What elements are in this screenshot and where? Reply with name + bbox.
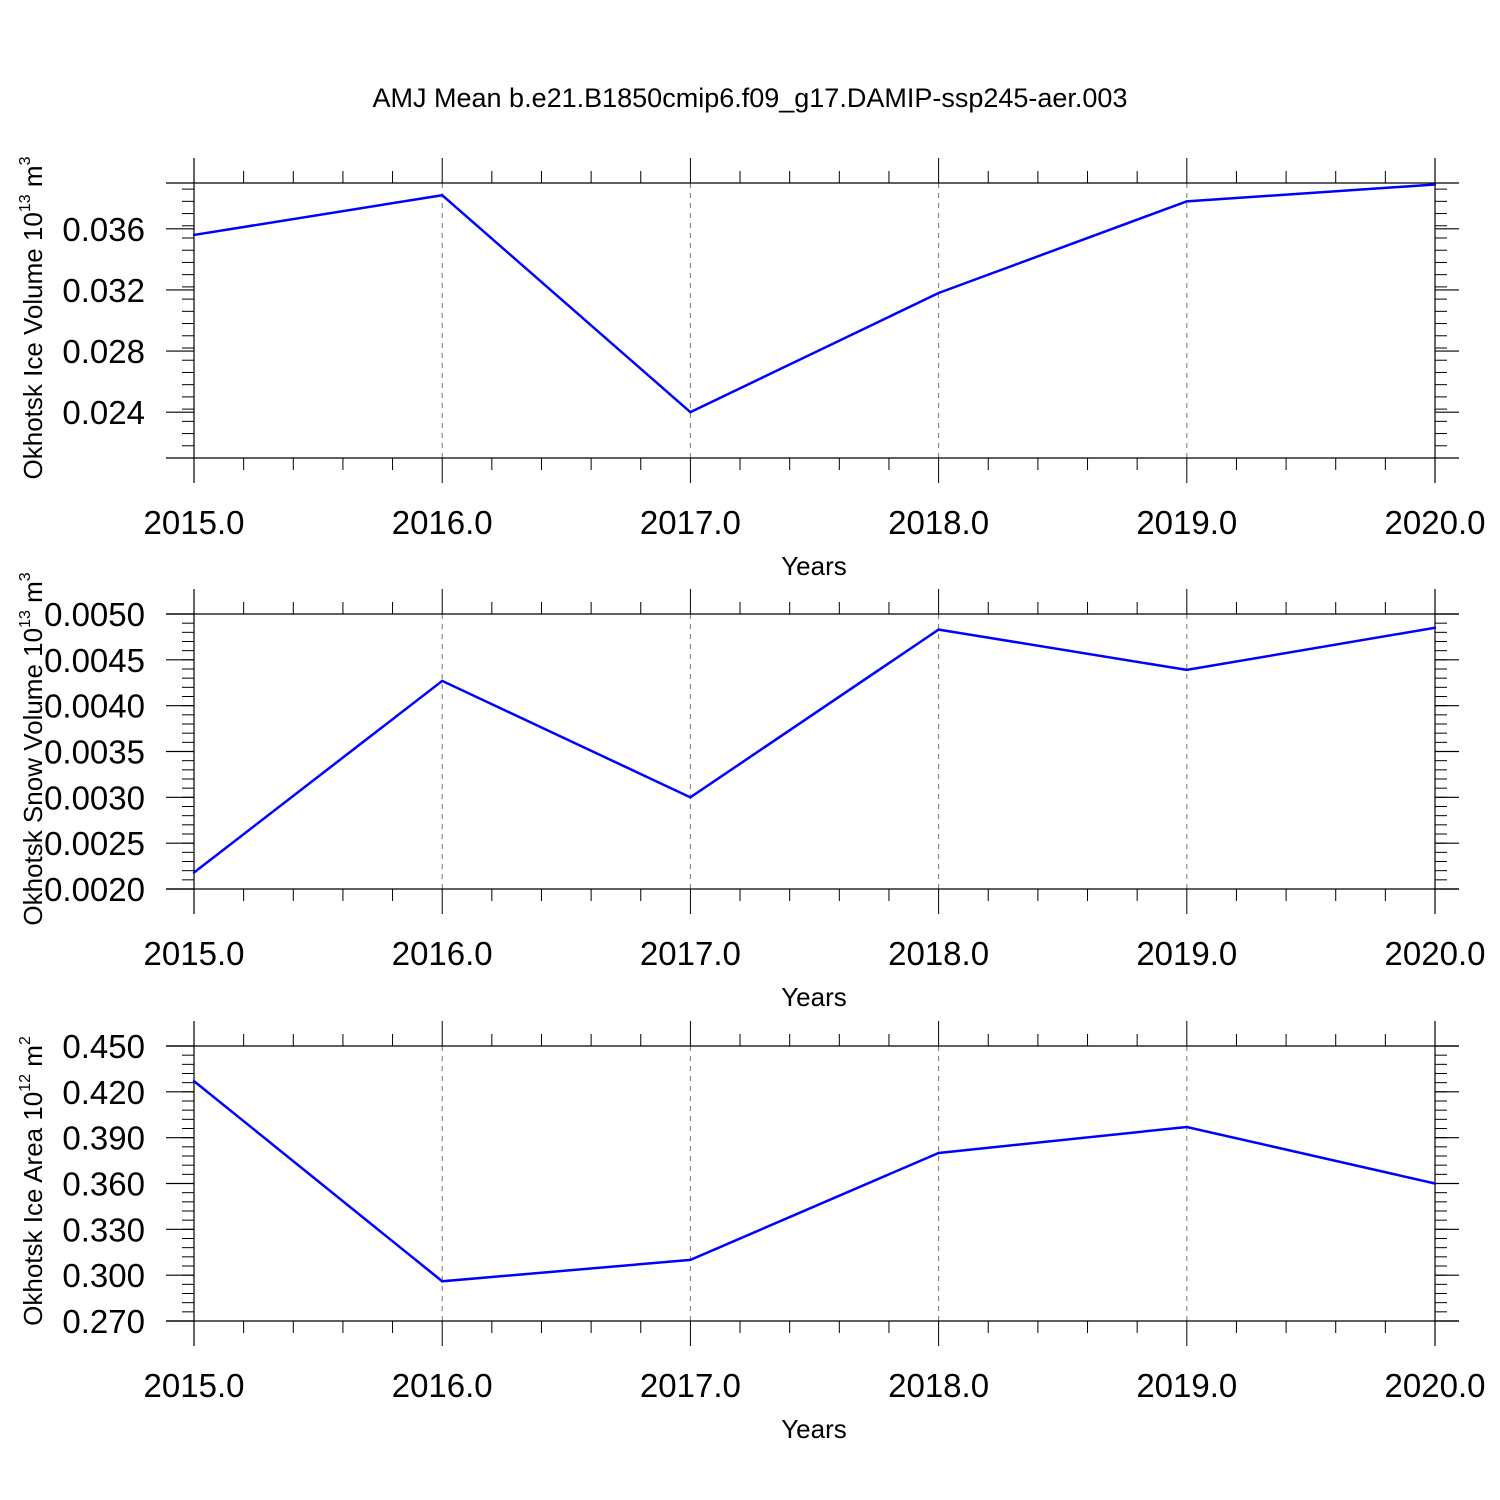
data-point xyxy=(689,1258,692,1262)
x-tick-label: 2016.0 xyxy=(392,1367,493,1404)
y-tick-label: 0.450 xyxy=(62,1028,145,1065)
series-line xyxy=(193,183,1436,414)
x-tick-label: 2019.0 xyxy=(1136,504,1237,541)
y-tick-label: 0.028 xyxy=(62,333,145,370)
y-tick-label: 0.0045 xyxy=(44,642,145,679)
y-tick-label: 0.330 xyxy=(62,1211,145,1248)
x-tick-label: 2016.0 xyxy=(392,504,493,541)
x-tick-label: 2017.0 xyxy=(640,504,741,541)
y-tick-label: 0.0035 xyxy=(44,734,145,771)
x-axis-label: Years xyxy=(781,1414,847,1444)
x-tick-label: 2017.0 xyxy=(640,1367,741,1404)
data-point xyxy=(1185,200,1189,203)
y-tick-label: 0.270 xyxy=(62,1303,145,1340)
y-tick-label: 0.420 xyxy=(62,1074,145,1111)
data-point xyxy=(689,796,692,799)
data-point xyxy=(441,1280,444,1283)
y-tick-label: 0.0020 xyxy=(44,871,145,908)
panel-3: 0.270 0.300 0.330 0.360 0.390 0.420 0.450 2015.… xyxy=(17,1021,1485,1444)
data-point xyxy=(192,871,196,874)
x-tick-label: 2015.0 xyxy=(144,504,245,541)
data-point xyxy=(937,628,940,631)
series-line xyxy=(193,626,1436,874)
y-tick-label: 0.032 xyxy=(62,272,145,309)
data-point xyxy=(937,291,940,295)
x-tick-label: 2020.0 xyxy=(1385,935,1486,972)
x-tick-label: 2019.0 xyxy=(1136,935,1237,972)
x-tick-label: 2018.0 xyxy=(888,504,989,541)
x-tick-label: 2015.0 xyxy=(144,935,245,972)
data-point xyxy=(192,1079,196,1083)
data-point xyxy=(192,233,196,237)
series-line xyxy=(193,1080,1436,1283)
x-tick-label: 2019.0 xyxy=(1136,1367,1237,1404)
figure-title: AMJ Mean b.e21.B1850cmip6.f09_g17.DAMIP-… xyxy=(373,83,1128,113)
y-tick-label: 0.360 xyxy=(62,1166,145,1203)
data-point xyxy=(441,679,444,683)
y-tick-label: 0.300 xyxy=(62,1257,145,1294)
panel-2: 0.0020 0.0025 0.0030 0.0035 0.0040 0.0045 0.00… xyxy=(17,572,1485,1012)
y-axis-label: Okhotsk Ice Area 1012 m2 xyxy=(17,1036,48,1326)
data-point xyxy=(1433,1182,1437,1185)
data-point xyxy=(1185,668,1189,672)
x-tick-label: 2020.0 xyxy=(1385,504,1486,541)
y-tick-label: 0.024 xyxy=(62,394,145,431)
x-tick-label: 2015.0 xyxy=(144,1367,245,1404)
y-tick-label: 0.0030 xyxy=(44,779,145,816)
y-tick-label: 0.390 xyxy=(62,1120,145,1157)
x-tick-label: 2018.0 xyxy=(888,935,989,972)
x-tick-label: 2018.0 xyxy=(888,1367,989,1404)
data-point xyxy=(689,410,692,414)
panel-1: 0.024 0.028 0.032 0.036 2015.0 2016.0 2017.0 20… xyxy=(17,156,1485,581)
y-tick-label: 0.0040 xyxy=(44,688,145,725)
x-axis-label: Years xyxy=(781,982,847,1012)
x-axis-label: Years xyxy=(781,551,847,581)
y-axis-label: Okhotsk Ice Volume 1013 m3 xyxy=(17,156,48,479)
data-point xyxy=(1433,183,1437,186)
data-point xyxy=(1433,626,1437,629)
y-tick-label: 0.0025 xyxy=(44,825,145,862)
y-axis-label: Okhotsk Snow Volume 1013 m3 xyxy=(17,572,48,925)
x-tick-label: 2016.0 xyxy=(392,935,493,972)
data-point xyxy=(1185,1125,1189,1129)
data-point xyxy=(441,194,444,197)
data-point xyxy=(937,1151,940,1155)
x-tick-label: 2020.0 xyxy=(1385,1367,1486,1404)
y-tick-label: 0.0050 xyxy=(44,596,145,633)
y-tick-label: 0.036 xyxy=(62,211,145,248)
x-tick-label: 2017.0 xyxy=(640,935,741,972)
